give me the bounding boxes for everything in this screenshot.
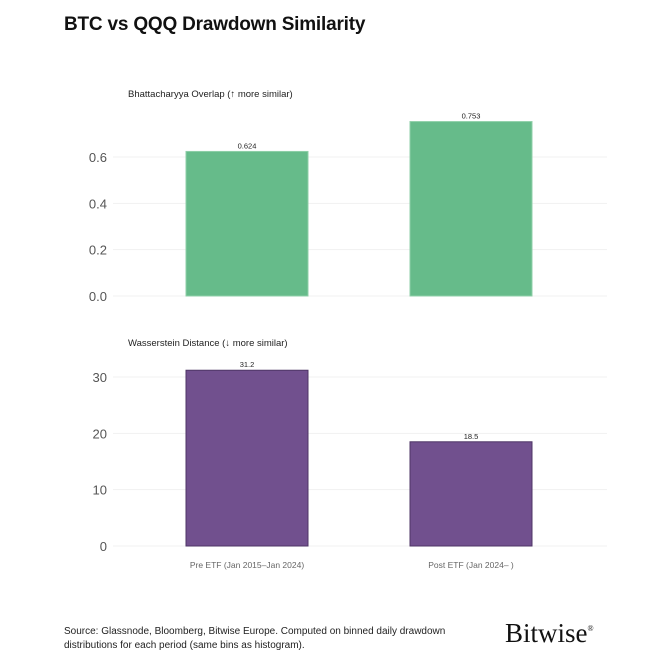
data-label: 0.624: [238, 141, 257, 150]
panel-title: Bhattacharyya Overlap (↑ more similar): [128, 89, 293, 100]
data-label: 18.5: [464, 432, 479, 441]
source-note: Source: Glassnode, Bloomberg, Bitwise Eu…: [64, 626, 446, 651]
y-tick-label: 0.6: [89, 150, 107, 165]
y-tick-label: 0.2: [89, 243, 107, 258]
y-tick-label: 0: [100, 539, 107, 554]
y-tick-label: 30: [93, 370, 107, 385]
bar: [409, 121, 533, 297]
y-tick-label: 0.0: [89, 289, 107, 304]
chart-title: BTC vs QQQ Drawdown Similarity: [64, 14, 366, 35]
panel-title: Wasserstein Distance (↓ more similar): [128, 338, 288, 349]
y-tick-label: 10: [93, 483, 107, 498]
data-label: 0.753: [462, 112, 481, 121]
x-tick-label: Pre ETF (Jan 2015–Jan 2024): [190, 560, 305, 570]
x-tick-label: Post ETF (Jan 2024– ): [428, 560, 514, 570]
bar: [185, 369, 309, 547]
bitwise-logo: Bitwise®: [505, 618, 594, 648]
y-tick-label: 0.4: [89, 196, 107, 211]
bar: [409, 441, 533, 547]
y-tick-label: 20: [93, 426, 107, 441]
data-label: 31.2: [240, 360, 255, 369]
bar: [185, 150, 309, 297]
